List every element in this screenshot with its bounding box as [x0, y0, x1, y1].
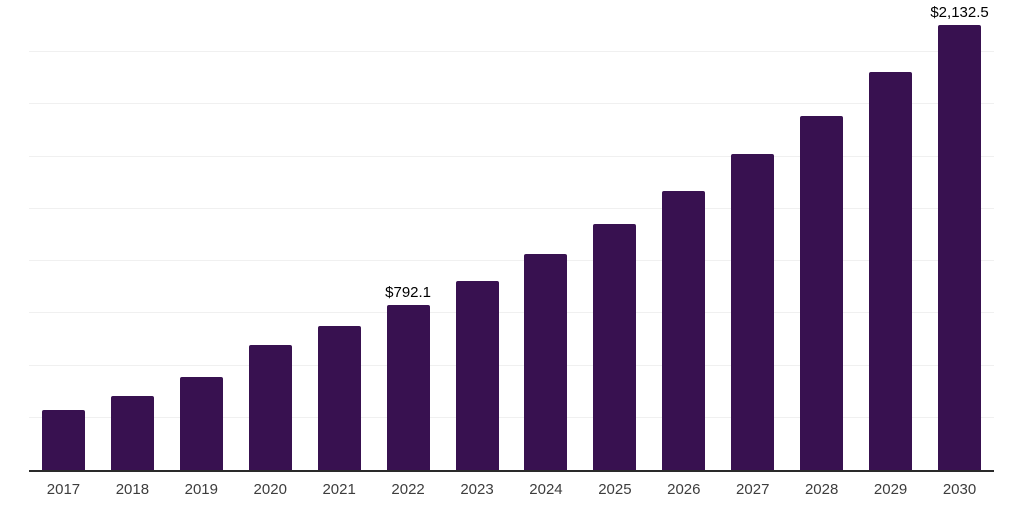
x-tick-2018: 2018 — [115, 481, 150, 498]
x-tick-2017: 2017 — [46, 481, 81, 498]
data-label-2022: $792.1 — [385, 283, 432, 301]
x-tick-2025: 2025 — [598, 481, 632, 498]
bar-2027 — [731, 154, 775, 470]
x-tick-2021: 2021 — [322, 481, 356, 498]
gridline — [29, 364, 994, 366]
bar-2024 — [524, 253, 568, 470]
x-tick-2029: 2029 — [873, 481, 908, 498]
gridline — [29, 155, 994, 157]
x-tick-2020: 2020 — [253, 481, 287, 498]
bar-2030 — [938, 24, 982, 470]
gridline — [29, 103, 994, 105]
plot-area: $792.1 $2,132.5 — [29, 0, 994, 472]
x-tick-2019: 2019 — [184, 481, 218, 498]
gridline — [29, 312, 994, 314]
bar-2029 — [869, 72, 913, 470]
x-tick-2022: 2022 — [391, 481, 425, 498]
gridline — [29, 416, 994, 418]
x-tick-2027: 2027 — [736, 481, 770, 498]
bar-2021 — [317, 325, 361, 470]
bar-2025 — [593, 224, 637, 470]
x-tick-2023: 2023 — [460, 481, 494, 498]
gridline — [29, 207, 994, 209]
data-label-2030: $2,132.5 — [930, 3, 989, 21]
gridline — [29, 51, 994, 53]
bar-2017 — [41, 410, 85, 470]
bar-2023 — [455, 280, 499, 470]
bar-2026 — [662, 191, 706, 470]
bar-2022 — [386, 304, 430, 470]
bar-2019 — [179, 376, 223, 470]
x-tick-2026: 2026 — [667, 481, 701, 498]
x-tick-2028: 2028 — [804, 481, 839, 498]
bar-2020 — [248, 345, 292, 470]
x-tick-2024: 2024 — [529, 481, 563, 498]
x-tick-2030: 2030 — [942, 481, 977, 498]
x-axis-labels: 2017 2018 2019 2020 2021 2022 2023 2024 2025 2026… — [29, 480, 994, 504]
bar-2018 — [110, 395, 154, 470]
bar-2028 — [800, 115, 844, 470]
gridline — [29, 260, 994, 262]
